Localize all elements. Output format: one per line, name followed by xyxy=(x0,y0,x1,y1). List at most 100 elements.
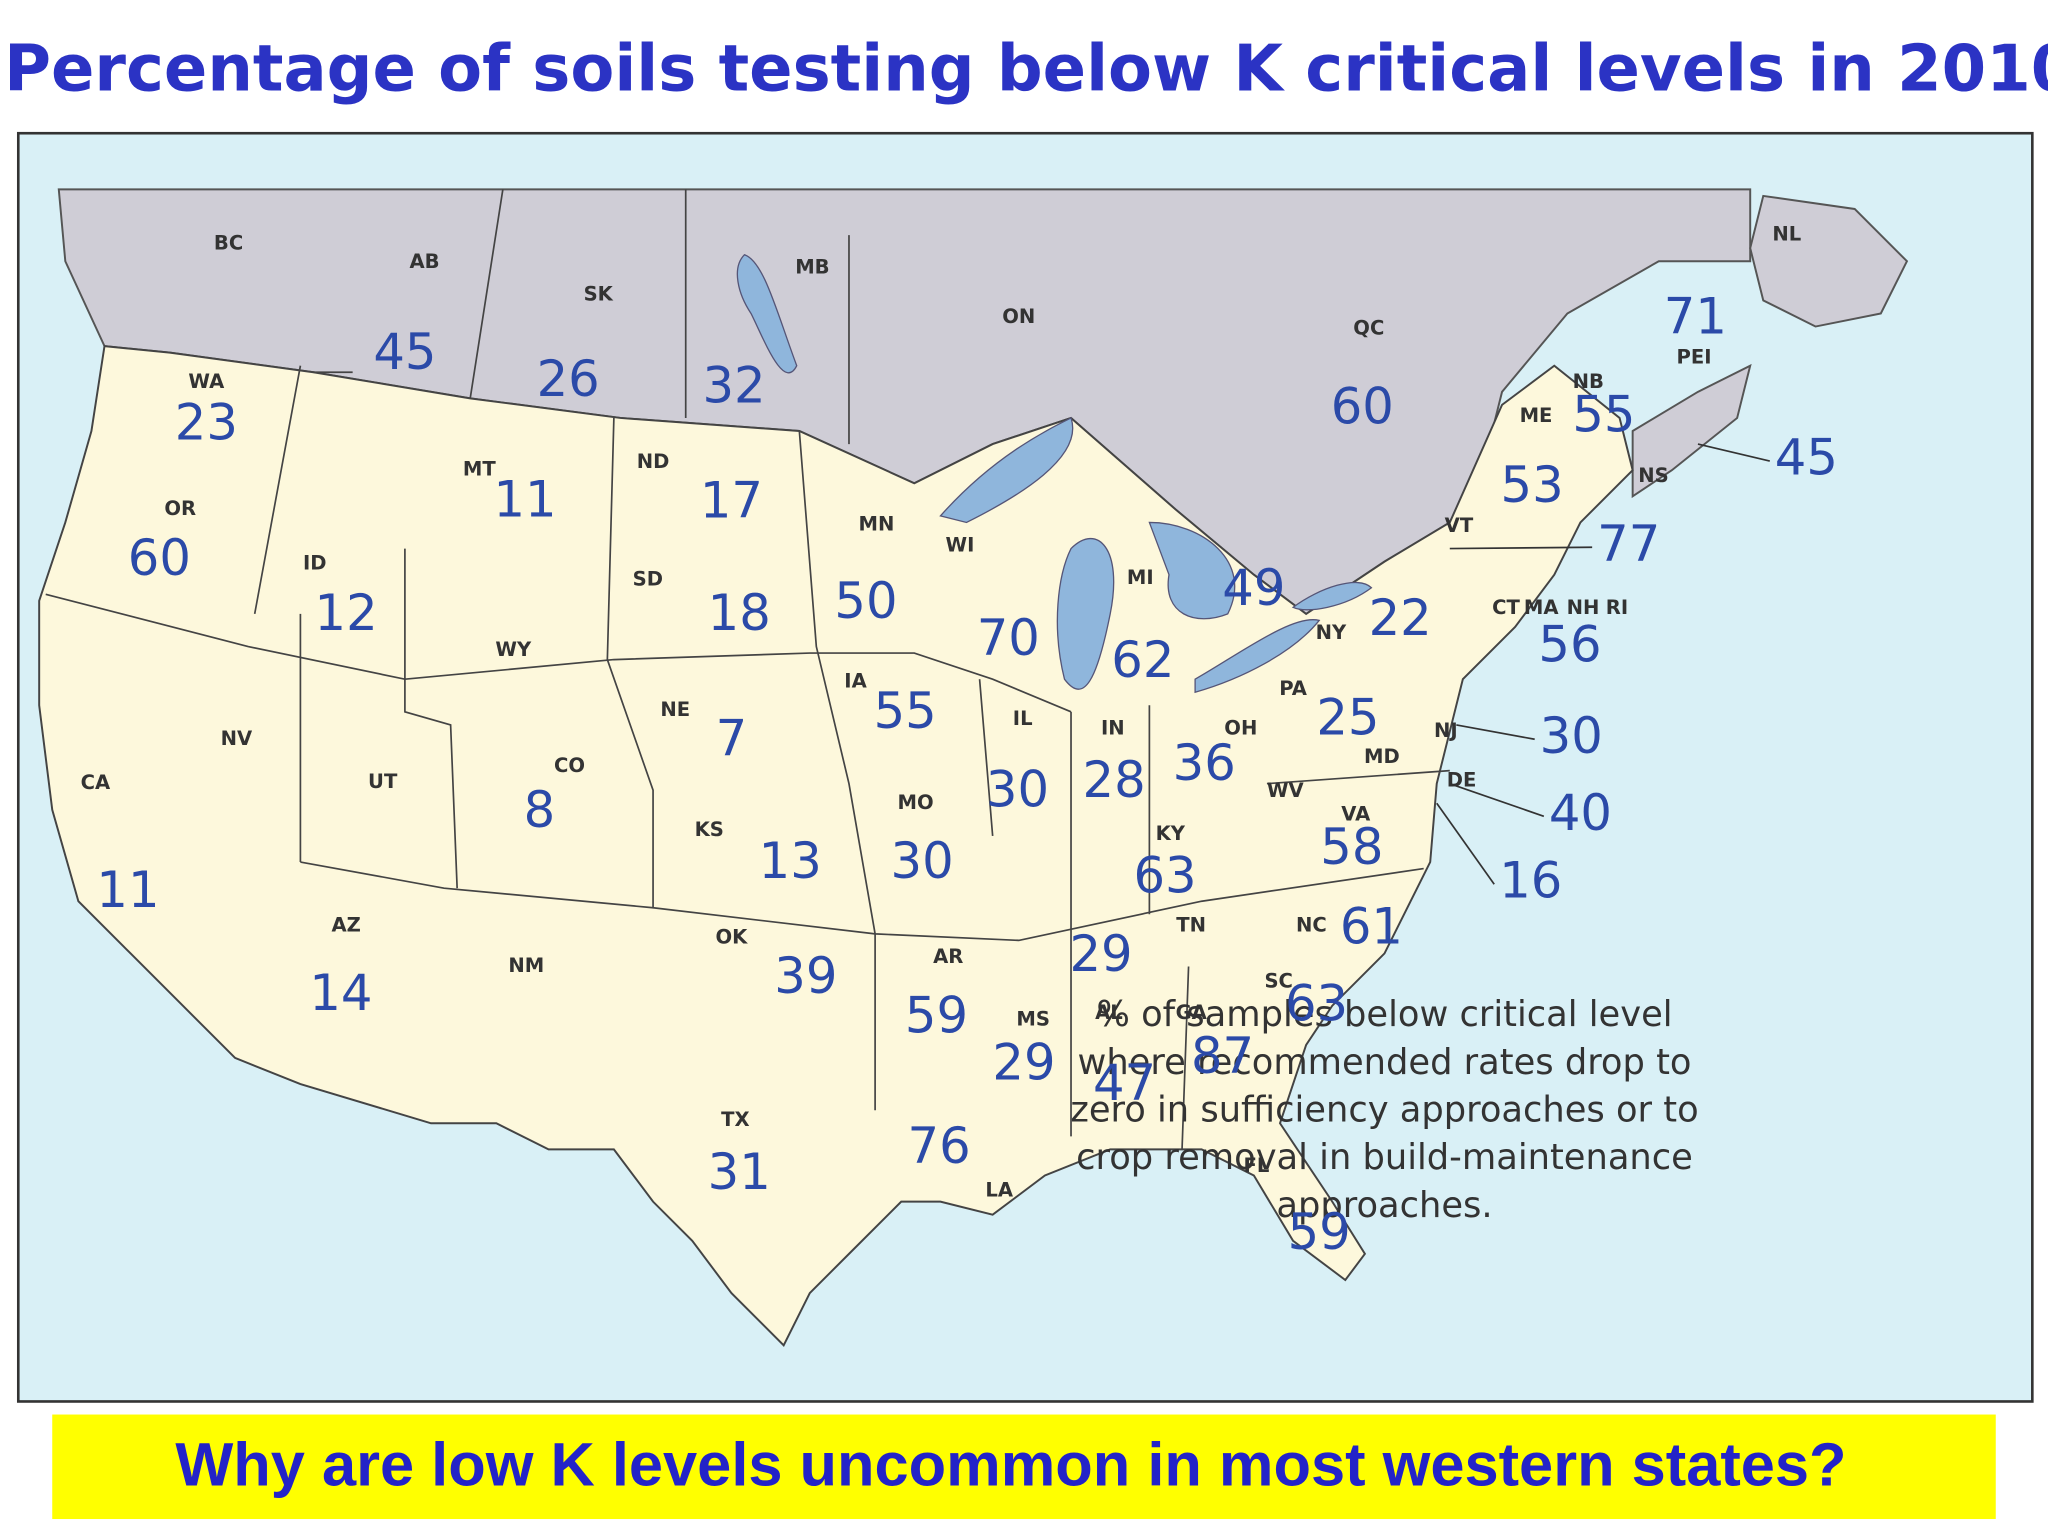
region-label: MA xyxy=(1524,596,1559,619)
region-value: 16 xyxy=(1499,852,1562,910)
leader-line xyxy=(1436,802,1495,885)
region-value: 12 xyxy=(315,584,378,642)
region: VT 77 xyxy=(1445,514,1661,573)
region-value: 14 xyxy=(309,964,372,1022)
region-label: ME xyxy=(1520,404,1553,427)
region-label: RI xyxy=(1606,596,1628,619)
border-e xyxy=(978,679,1450,1150)
region: CA 11 xyxy=(81,771,160,919)
region-value: 28 xyxy=(1083,751,1146,809)
legend-line: crop removal in build-maintenance xyxy=(1076,1137,1693,1178)
region-value: 61 xyxy=(1340,897,1403,955)
region-value: 31 xyxy=(708,1143,771,1201)
region-value: 25 xyxy=(1316,688,1379,746)
region-label: CA xyxy=(81,771,111,794)
region-label: KS xyxy=(695,818,724,841)
region-value: 7 xyxy=(716,709,748,767)
region-label: ID xyxy=(303,552,327,575)
region-value: 8 xyxy=(524,781,556,839)
region-label: OR xyxy=(164,497,196,520)
region-value: 17 xyxy=(700,472,763,530)
region: ME 53 xyxy=(1501,404,1564,514)
region: QC 60 xyxy=(1331,317,1394,436)
region-value: 11 xyxy=(493,470,556,528)
region-label: OK xyxy=(716,925,749,948)
region-value: 13 xyxy=(759,832,822,890)
region: NJ 30 xyxy=(1434,707,1603,765)
region-value: 60 xyxy=(128,529,191,587)
region-value: 59 xyxy=(905,986,968,1044)
lake-ontario xyxy=(1291,581,1373,611)
region: MB 32 xyxy=(702,255,829,414)
region: NL xyxy=(1772,223,1801,246)
region-value: 22 xyxy=(1369,589,1432,647)
region: AZ 14 xyxy=(309,914,372,1023)
region-value: 59 xyxy=(1288,1203,1351,1261)
region: CO 8 xyxy=(524,754,585,839)
region: TX 31 xyxy=(708,1108,771,1201)
region-label: NC xyxy=(1296,914,1327,937)
region-label: ON xyxy=(1002,305,1035,328)
region-label: BC xyxy=(214,232,243,255)
great-lakes xyxy=(736,253,1373,694)
region-value: 30 xyxy=(1540,707,1603,765)
border-v xyxy=(253,365,876,1111)
region-label: MD xyxy=(1364,745,1400,768)
region-label: NH xyxy=(1567,596,1600,619)
region-label: MB xyxy=(795,255,829,278)
lake-superior xyxy=(939,417,1074,524)
footer-box xyxy=(52,1414,1996,1520)
region: MO 30 xyxy=(891,791,954,890)
lake-erie xyxy=(1194,619,1321,694)
region-value: 63 xyxy=(1285,975,1348,1033)
region: NY 22 xyxy=(1316,589,1432,647)
region-value: 18 xyxy=(708,584,771,642)
region-value: 29 xyxy=(1069,925,1132,983)
region: RI xyxy=(1606,596,1628,619)
region-label: WI xyxy=(946,533,975,556)
region: NS 45 xyxy=(1638,429,1838,488)
region-label: KY xyxy=(1156,822,1186,845)
region-label: VT xyxy=(1445,514,1474,537)
lake-huron xyxy=(1148,521,1236,620)
region-label: AR xyxy=(933,945,963,968)
region-value: 50 xyxy=(834,572,897,630)
region: WI 70 xyxy=(946,533,1040,666)
leader-line xyxy=(1697,443,1770,462)
region-label: UT xyxy=(368,770,398,793)
region: OR 60 xyxy=(128,497,196,587)
region-label: PA xyxy=(1279,677,1308,700)
region: ON 49 xyxy=(1002,305,1285,617)
region-value: 40 xyxy=(1549,784,1612,842)
region-value: 55 xyxy=(1572,385,1635,443)
region-label: SC xyxy=(1264,970,1292,993)
region: SK 26 xyxy=(537,283,614,409)
region-value: 47 xyxy=(1093,1054,1156,1112)
region-label: AZ xyxy=(331,914,360,937)
legend-line: zero in sufficiency approaches or to xyxy=(1070,1090,1698,1131)
region: NM xyxy=(508,954,544,977)
region-value: 49 xyxy=(1222,559,1285,617)
region: SD 18 xyxy=(633,567,771,642)
region-label: TX xyxy=(721,1108,749,1131)
region: AR 59 xyxy=(905,945,968,1044)
region-label: TN xyxy=(1176,914,1206,937)
region-value: 11 xyxy=(96,861,159,919)
footer-question: Why are low K levels uncommon in most we… xyxy=(175,1431,1846,1500)
region-label: CO xyxy=(554,754,585,777)
region: CT xyxy=(1492,596,1520,619)
leader-line xyxy=(1449,546,1593,550)
region-label: PEI xyxy=(1677,345,1712,368)
region-label: WA xyxy=(188,370,225,393)
region-label: OH xyxy=(1224,716,1257,739)
legend: % of samples below critical level where r… xyxy=(1070,994,1698,1226)
